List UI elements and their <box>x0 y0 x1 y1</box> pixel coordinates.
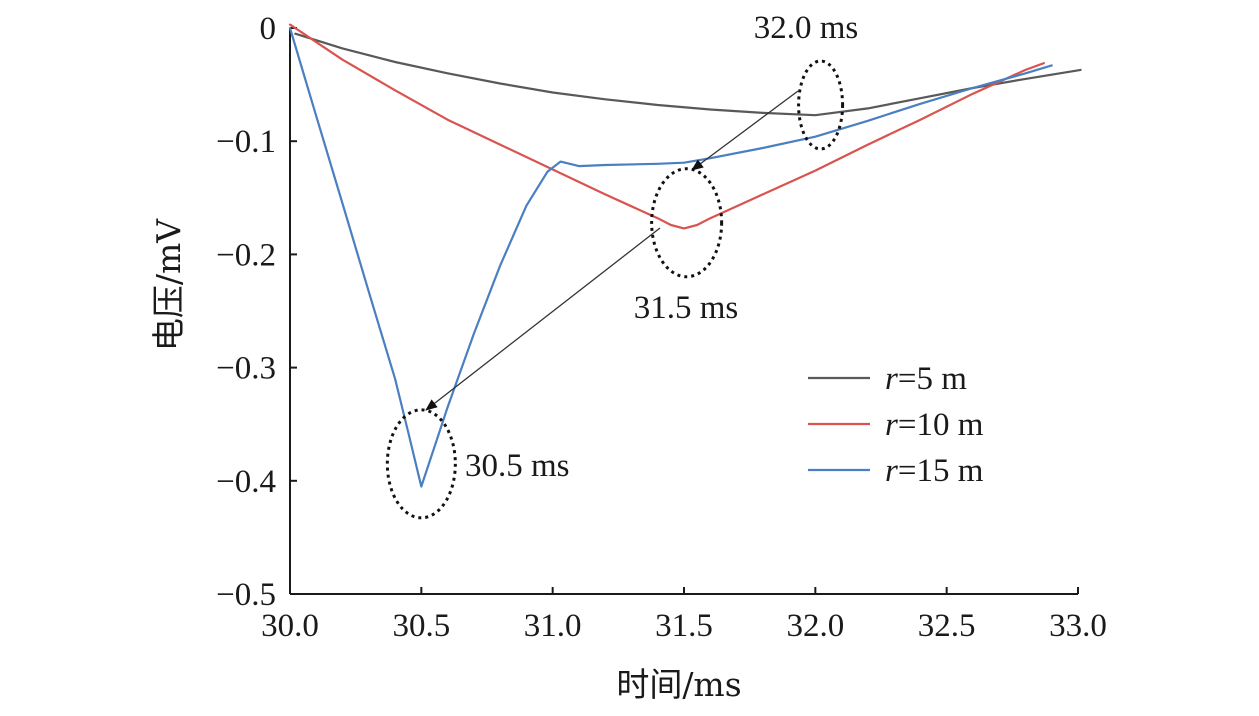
x-tick-label: 31.0 <box>524 608 582 644</box>
y-tick-label: −0.2 <box>216 237 276 273</box>
x-tick-label: 31.5 <box>655 608 713 644</box>
y-tick-label: −0.1 <box>216 124 276 160</box>
y-tick-label: −0.3 <box>216 351 276 387</box>
annotation-label-2: 31.5 ms <box>634 290 739 326</box>
x-tick-label: 30.5 <box>392 608 450 644</box>
legend-label-2: r=10 m <box>885 407 984 443</box>
x-tick-label: 33.0 <box>1049 608 1107 644</box>
legend-label-italic: r <box>885 453 898 489</box>
annotation-label-3: 30.5 ms <box>465 448 570 484</box>
y-tick-label: 0 <box>260 11 277 47</box>
x-axis-title: 时间/ms <box>616 665 741 704</box>
legend-label-1: r=5 m <box>885 361 967 397</box>
series-line-1 <box>294 32 1082 117</box>
annotation-label-1: 32.0 ms <box>754 10 859 46</box>
annotation-layer: 32.0 ms 31.5 ms 30.5 ms <box>385 10 859 520</box>
axes: 30.0 30.5 31.0 31.5 32.0 32.5 33.0 0 −0.1 −0.2 −0.… <box>149 11 1107 704</box>
annotation-ellipse-3 <box>385 408 457 520</box>
annotation-ellipse-2 <box>650 167 724 279</box>
legend: r=5 mr=10 mr=15 m <box>808 361 984 489</box>
annotation-ellipse-1 <box>797 59 845 151</box>
y-tick-label: −0.4 <box>216 464 276 500</box>
legend-label-rest: =15 m <box>898 453 984 489</box>
legend-label-italic: r <box>885 407 898 443</box>
legend-label-italic: r <box>885 361 898 397</box>
annotation-arrow-1 <box>691 90 799 171</box>
x-tick-label: 30.0 <box>261 608 319 644</box>
series-line-2 <box>288 23 1045 230</box>
x-tick-label: 32.5 <box>918 608 976 644</box>
legend-label-3: r=15 m <box>885 453 984 489</box>
series-layer <box>288 23 1082 488</box>
y-axis-title: 电压/mV <box>149 218 188 351</box>
x-tick-label: 32.0 <box>786 608 844 644</box>
series-line-3 <box>288 26 1053 488</box>
legend-label-rest: =5 m <box>898 361 967 397</box>
y-tick-label: −0.5 <box>216 577 276 613</box>
annotation-arrow-2 <box>425 227 661 411</box>
legend-label-rest: =10 m <box>898 407 984 443</box>
